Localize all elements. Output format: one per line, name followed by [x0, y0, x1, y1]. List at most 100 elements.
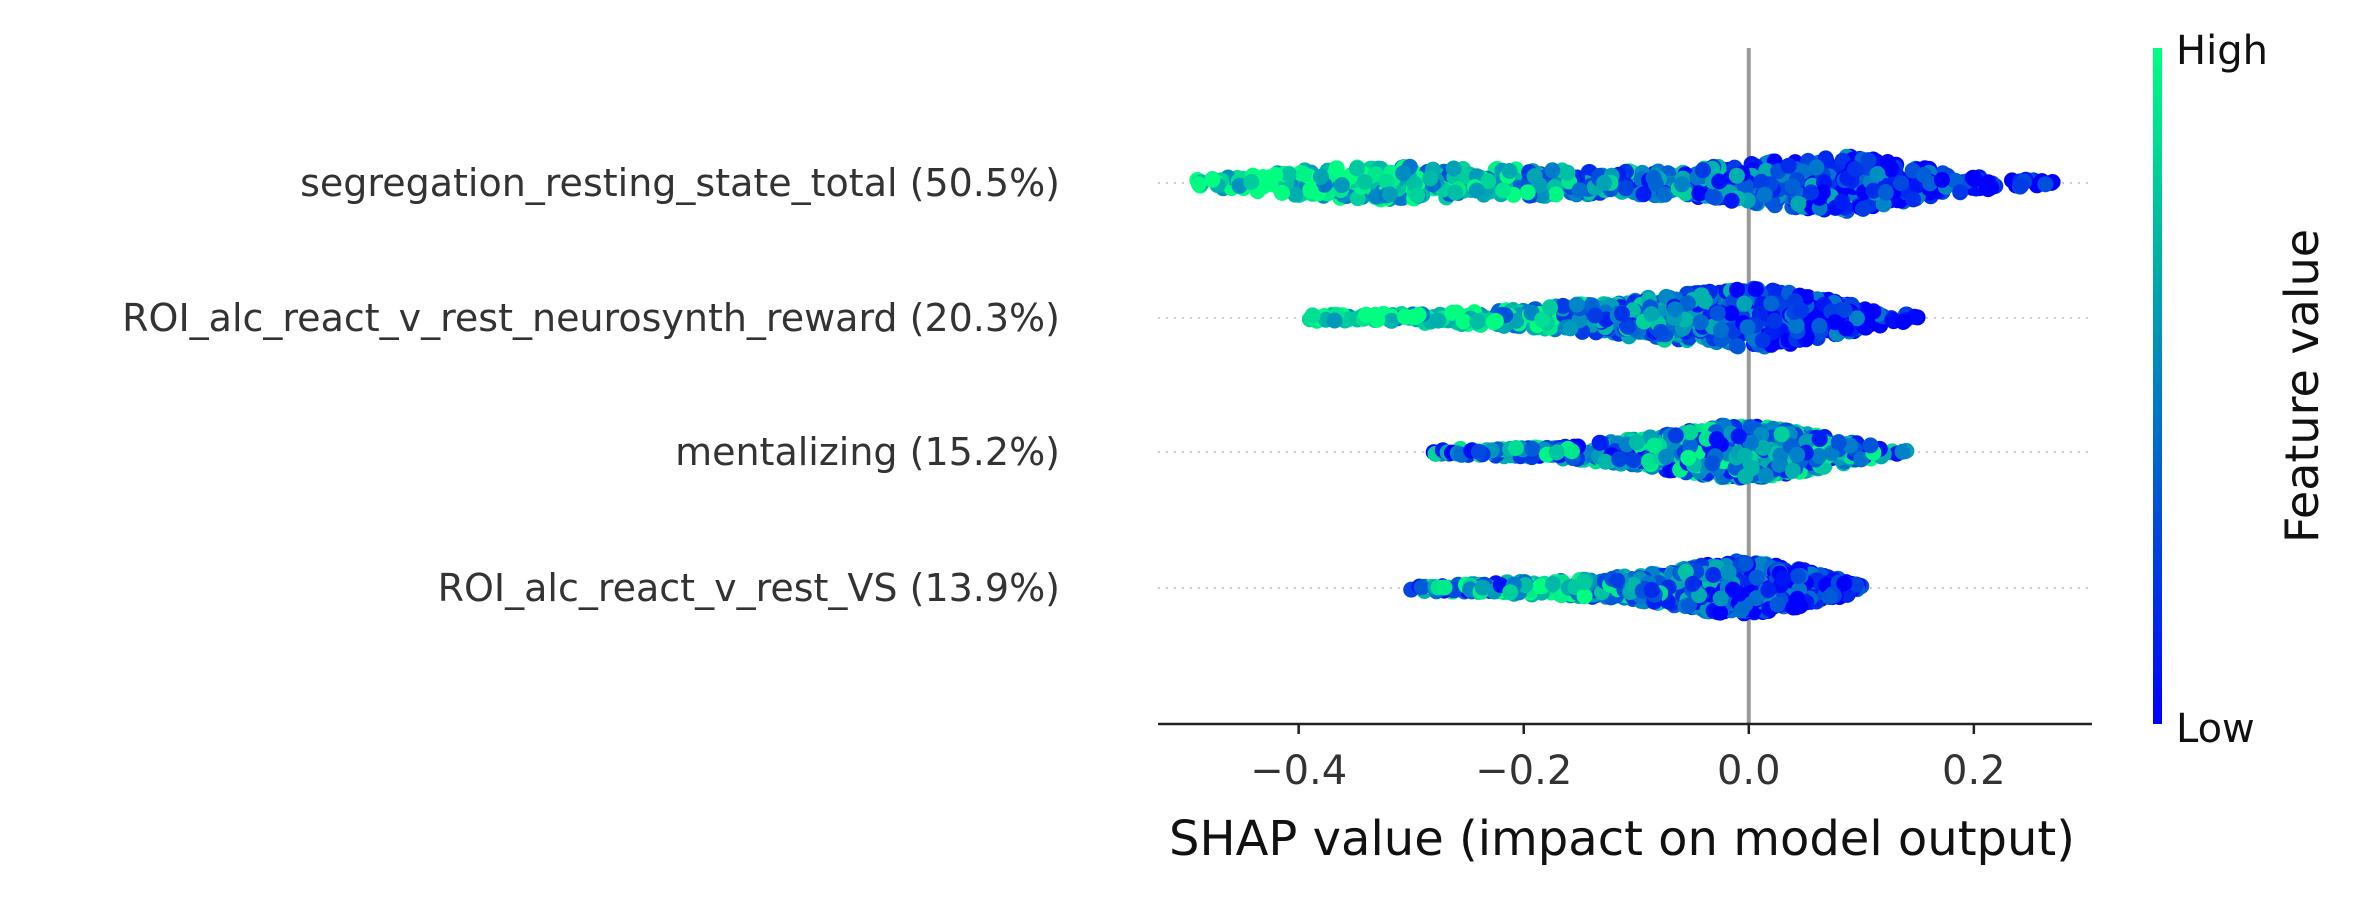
shap-point — [1814, 184, 1831, 201]
shap-point — [1568, 296, 1585, 313]
x-axis-title: SHAP value (impact on model output) — [1169, 811, 2075, 867]
feature-label: segregation_resting_state_total (50.5%) — [300, 161, 1060, 205]
shap-point — [1692, 314, 1709, 331]
shap-point — [1730, 428, 1747, 445]
shap-point — [1383, 312, 1400, 329]
x-tick-label: −0.2 — [1475, 748, 1572, 794]
colorbar-title: Feature value — [2275, 229, 2329, 543]
shap-point — [1542, 299, 1558, 316]
shap-point — [1281, 166, 1297, 183]
shap-point — [1611, 451, 1628, 468]
shap-point — [1836, 302, 1853, 318]
shap-point — [1358, 306, 1375, 323]
shap-point — [1693, 287, 1710, 304]
shap-point — [1771, 456, 1788, 473]
shap-point — [1302, 183, 1319, 199]
shap-point — [1495, 182, 1512, 199]
shap-point — [1548, 444, 1565, 461]
shap-point — [1409, 187, 1426, 204]
shap-point — [1576, 588, 1593, 605]
colorbar-high-label: High — [2176, 28, 2268, 74]
shap-point — [1596, 174, 1613, 191]
shap-point — [1743, 460, 1760, 477]
shap-point — [1562, 320, 1579, 337]
shap-point — [1720, 564, 1737, 581]
shap-point — [1728, 167, 1745, 184]
shap-point — [1643, 306, 1660, 323]
shap-point — [1869, 166, 1886, 182]
shap-point — [1811, 447, 1828, 464]
shap-point — [1576, 574, 1593, 591]
shap-point — [1507, 440, 1524, 456]
shap-point — [1728, 337, 1745, 354]
shap-point — [1468, 182, 1485, 199]
shap-point — [1555, 297, 1571, 314]
shap-point — [1893, 175, 1910, 192]
shap-point — [1406, 309, 1423, 326]
shap-point — [1742, 434, 1759, 451]
shap-point — [1378, 173, 1395, 190]
feature-label: mentalizing (15.2%) — [675, 430, 1060, 474]
shap-point — [1395, 165, 1412, 182]
shap-point — [1757, 467, 1774, 484]
shap-point — [1966, 171, 1983, 188]
shap-point — [1775, 570, 1792, 587]
shap-point — [1790, 195, 1807, 212]
shap-point — [1691, 185, 1708, 202]
feature-label: ROI_alc_react_v_rest_VS (13.9%) — [438, 566, 1060, 610]
shap-point — [1756, 186, 1773, 203]
x-axis: −0.4 −0.2 0.0 0.2 — [1158, 722, 2092, 794]
shap-point — [1469, 313, 1486, 330]
shap-point — [1204, 171, 1221, 188]
shap-point — [1559, 164, 1576, 181]
shap-point — [1739, 319, 1756, 336]
shap-point — [1243, 174, 1260, 190]
shap-point — [1679, 295, 1696, 312]
shap-point — [1713, 322, 1729, 339]
feature-label: ROI_alc_react_v_rest_neurosynth_reward (… — [122, 296, 1060, 340]
shap-point — [1712, 604, 1729, 621]
shap-point — [2037, 176, 2054, 193]
shap-point — [1803, 184, 1819, 201]
shap-point — [1667, 427, 1684, 444]
shap-point — [1304, 307, 1321, 324]
shap-point — [1267, 166, 1284, 183]
shap-point — [1915, 167, 1932, 183]
shap-point — [1784, 178, 1801, 195]
shap-point — [1295, 166, 1312, 183]
shap-point — [1658, 448, 1675, 465]
shap-point — [1729, 281, 1746, 298]
shap-point — [1760, 582, 1777, 599]
shap-point — [1617, 180, 1634, 197]
shap-point — [1544, 576, 1561, 592]
shap-point — [1682, 424, 1699, 441]
shap-point — [1381, 186, 1398, 203]
shap-point — [1480, 173, 1497, 190]
x-ticks: −0.4 −0.2 0.0 0.2 — [1250, 724, 2006, 794]
shap-point — [1789, 446, 1806, 463]
shap-point — [1753, 173, 1770, 190]
shap-point — [1445, 160, 1462, 177]
shap-point — [1834, 193, 1850, 210]
beeswarm-points — [1189, 148, 2061, 622]
x-tick-label: 0.0 — [1717, 748, 1781, 794]
shap-point — [1695, 162, 1711, 179]
shap-point — [1571, 182, 1588, 199]
shap-point — [1848, 310, 1865, 327]
shap-point — [1865, 182, 1882, 199]
shap-point — [1773, 426, 1790, 443]
shap-point — [1704, 455, 1721, 472]
shap-point — [1766, 312, 1783, 329]
shap-point — [1356, 174, 1373, 190]
shap-point — [1349, 160, 1366, 177]
shap-point — [1853, 451, 1870, 468]
shap-point — [1830, 434, 1847, 451]
shap-point — [1597, 453, 1614, 470]
shap-point — [1681, 597, 1697, 614]
shap-point — [1531, 176, 1548, 193]
shap-point — [1591, 434, 1608, 451]
shap-point — [1501, 163, 1518, 179]
shap-point — [1190, 176, 1207, 193]
shap-point — [1677, 563, 1694, 580]
shap-point — [1255, 178, 1272, 195]
